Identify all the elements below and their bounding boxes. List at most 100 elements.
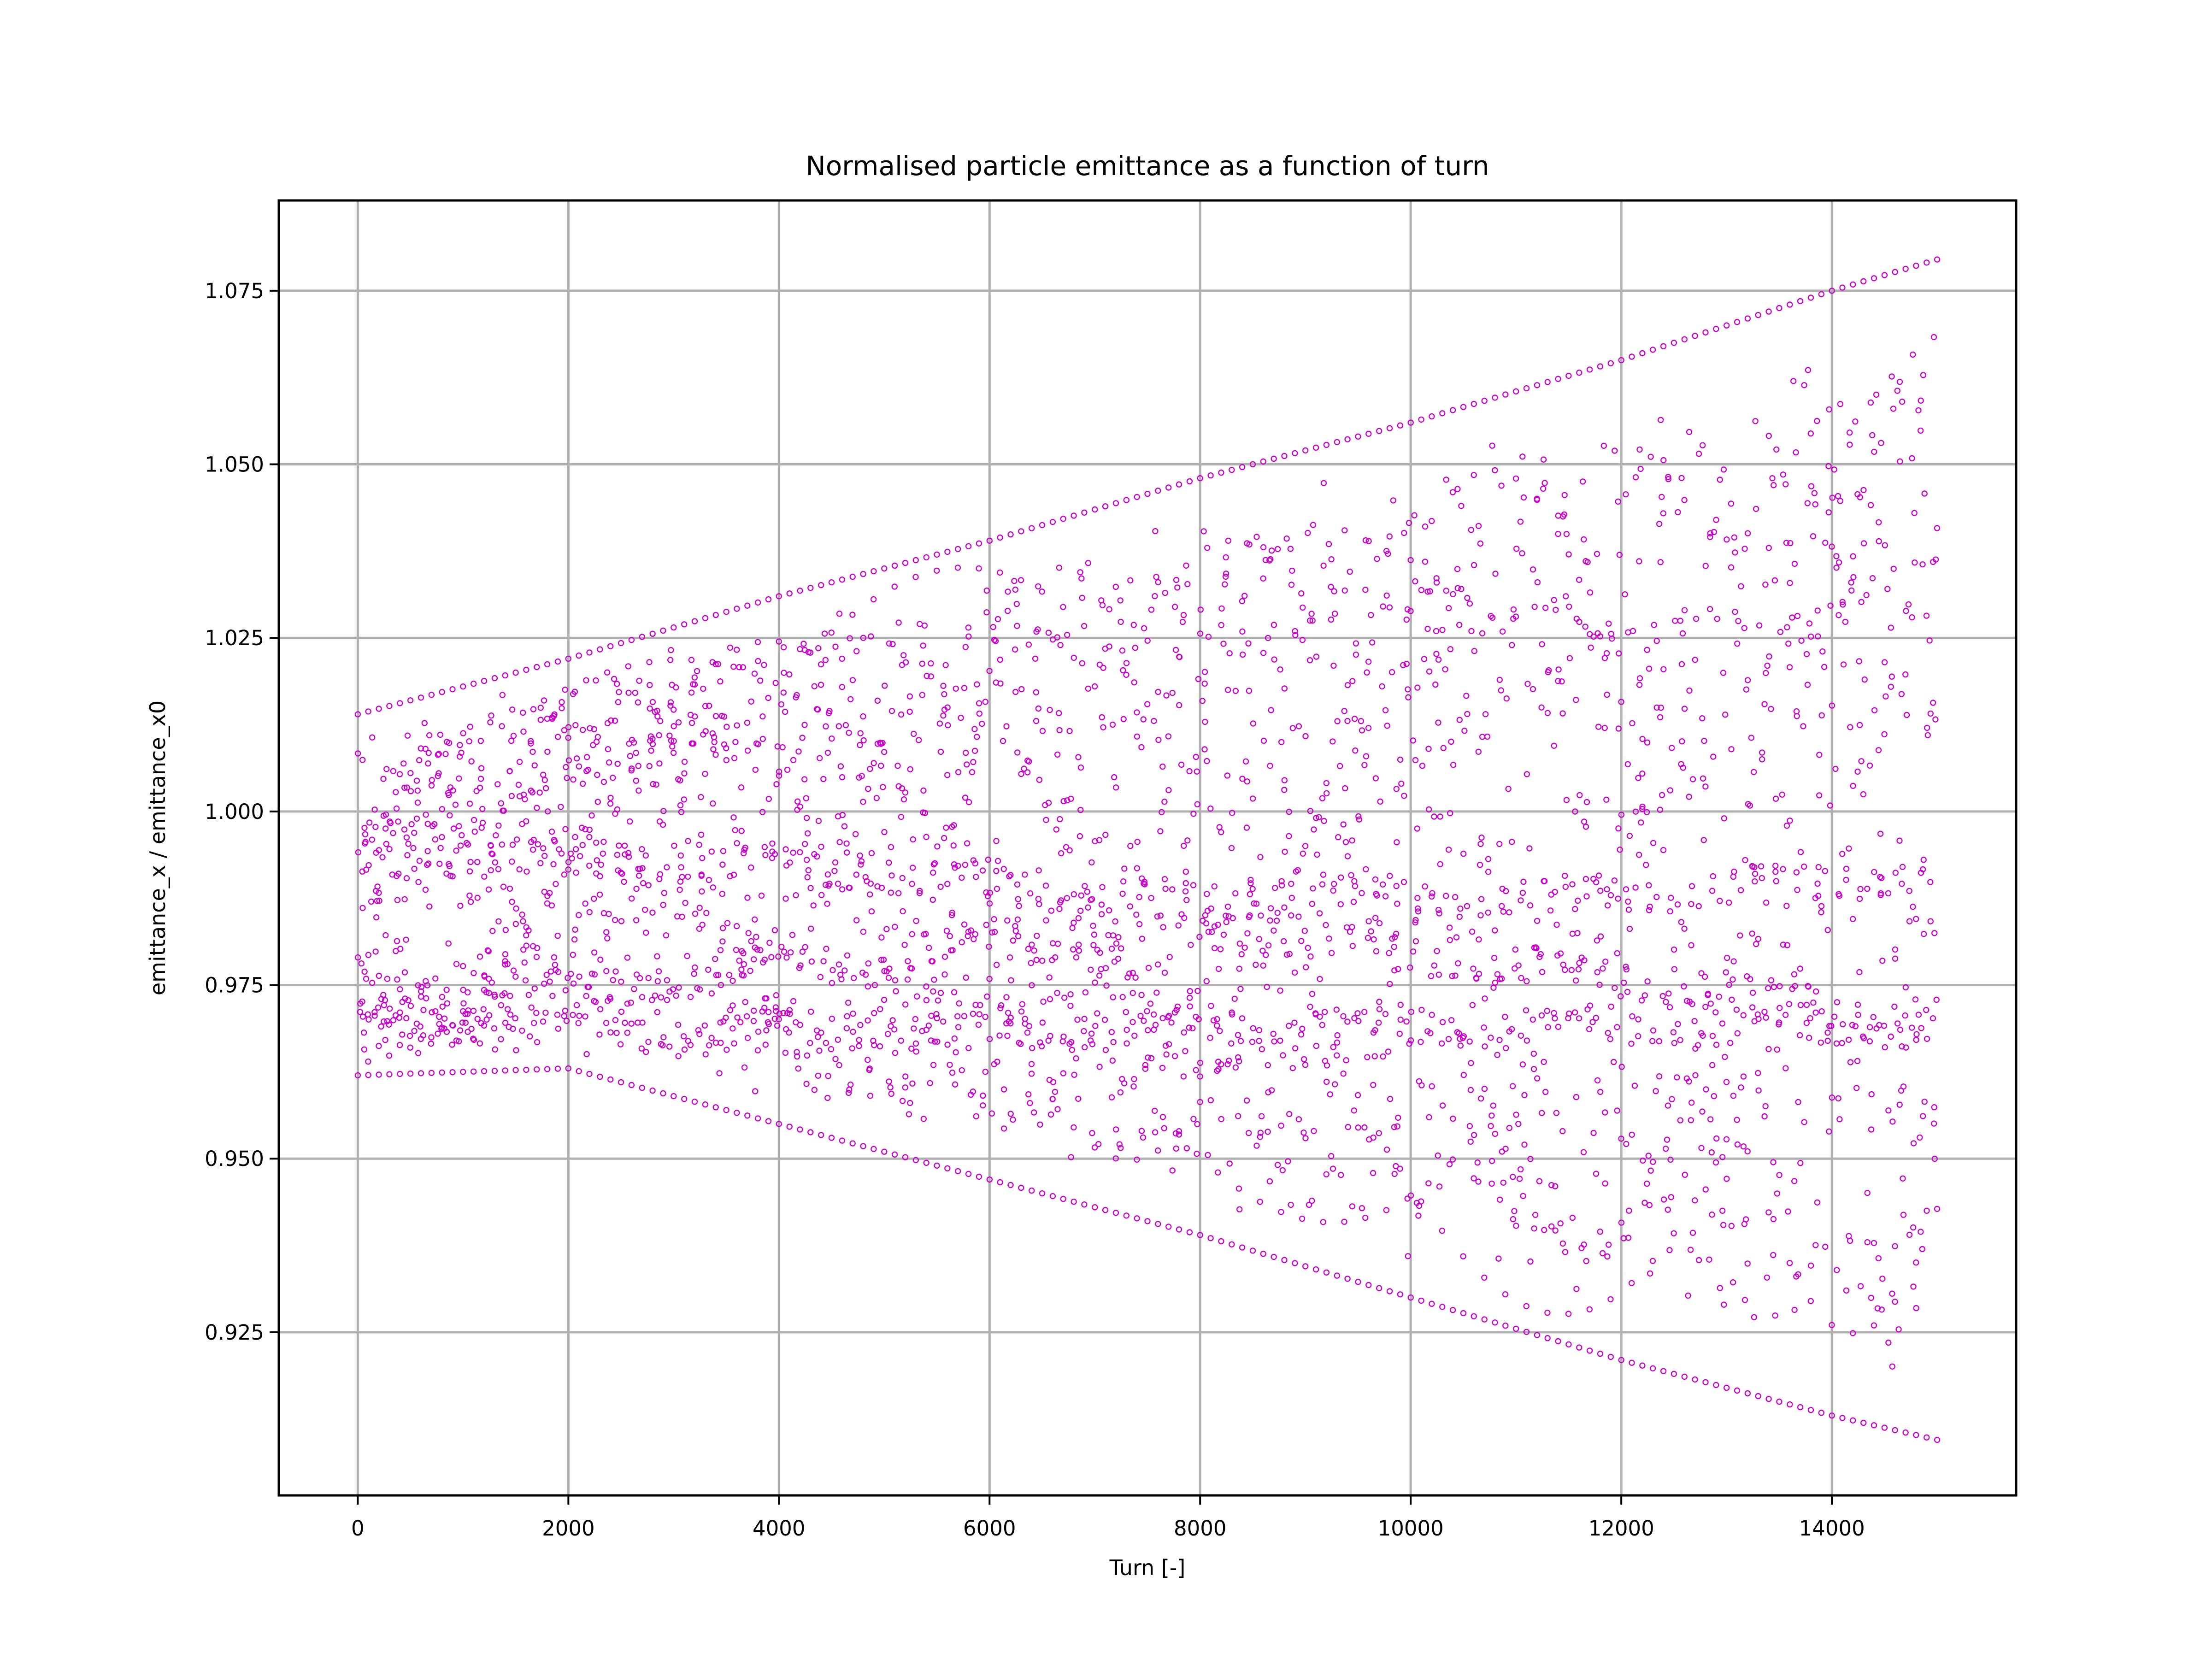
scatter-point	[1786, 664, 1793, 671]
scatter-point	[1594, 1077, 1601, 1084]
scatter-point	[1267, 905, 1274, 912]
scatter-point	[1096, 1064, 1103, 1070]
scatter-point	[395, 871, 402, 877]
scatter-point	[821, 630, 828, 637]
scatter-point	[386, 1071, 393, 1077]
scatter-point	[1450, 1115, 1456, 1122]
scatter-point	[452, 801, 459, 808]
scatter-point	[1843, 877, 1849, 883]
scatter-point	[449, 1069, 456, 1076]
scatter-point	[1518, 975, 1524, 982]
scatter-point	[698, 872, 705, 879]
scatter-point	[1102, 965, 1109, 971]
scatter-point	[460, 963, 466, 970]
scatter-point	[841, 967, 848, 974]
scatter-point	[638, 1045, 645, 1052]
scatter-point	[1603, 796, 1610, 803]
scatter-point	[1165, 787, 1172, 794]
scatter-point	[1312, 1010, 1319, 1017]
scatter-point	[669, 682, 675, 688]
scatter-point	[359, 905, 366, 912]
scatter-point	[818, 892, 825, 898]
scatter-point	[1884, 586, 1891, 592]
scatter-point	[1765, 1209, 1772, 1216]
scatter-point	[1689, 776, 1696, 782]
scatter-point	[1513, 1223, 1519, 1229]
scatter-point	[1288, 894, 1295, 901]
scatter-point	[1498, 482, 1505, 489]
scatter-point	[692, 911, 699, 917]
scatter-point	[1671, 340, 1677, 346]
scatter-point	[1840, 1021, 1846, 1028]
scatter-point	[1909, 614, 1915, 621]
scatter-point	[1215, 922, 1221, 928]
scatter-point	[1024, 757, 1031, 764]
scatter-point	[1614, 1107, 1620, 1114]
scatter-point	[1762, 1103, 1769, 1110]
scatter-point	[1871, 707, 1878, 714]
scatter-point	[390, 768, 397, 775]
scatter-point	[1459, 1035, 1466, 1041]
scatter-point	[1534, 918, 1541, 924]
scatter-point	[386, 1021, 392, 1028]
scatter-point	[1137, 1012, 1144, 1019]
scatter-point	[1488, 1123, 1494, 1130]
scatter-point	[462, 1019, 469, 1026]
scatter-point	[659, 821, 666, 828]
scatter-point	[565, 724, 572, 730]
scatter-point	[530, 836, 537, 843]
scatter-point	[1157, 828, 1164, 835]
scatter-point	[1190, 1116, 1197, 1122]
scatter-point	[1756, 622, 1763, 629]
scatter-point	[1580, 1149, 1587, 1155]
scatter-point	[1583, 876, 1589, 882]
scatter-point	[1239, 464, 1246, 471]
scatter-point	[1667, 908, 1673, 915]
scatter-point	[1201, 746, 1208, 753]
scatter-point	[912, 574, 919, 580]
scatter-point	[688, 689, 695, 696]
scatter-point	[1515, 1121, 1522, 1127]
scatter-point	[1612, 985, 1618, 991]
scatter-point	[485, 948, 492, 954]
scatter-point	[621, 878, 627, 885]
scatter-point	[1176, 1128, 1182, 1135]
scatter-point	[1691, 1018, 1698, 1024]
scatter-point	[1519, 889, 1526, 896]
scatter-point	[1759, 749, 1765, 756]
scatter-point	[885, 974, 892, 981]
scatter-point	[583, 993, 589, 1000]
scatter-point	[1334, 1052, 1340, 1059]
scatter-point	[815, 818, 822, 824]
scatter-point	[1205, 1152, 1211, 1159]
scatter-point	[1193, 1013, 1199, 1020]
scatter-point	[1081, 1028, 1087, 1035]
scatter-point	[1403, 616, 1410, 623]
scatter-point	[603, 968, 610, 975]
scatter-point	[439, 1003, 446, 1010]
scatter-point	[1251, 900, 1257, 907]
scatter-point	[1763, 899, 1770, 906]
scatter-point	[858, 858, 865, 865]
scatter-point	[1178, 911, 1185, 918]
scatter-point	[856, 1037, 862, 1043]
scatter-point	[909, 931, 915, 937]
scatter-point	[1437, 861, 1443, 867]
scatter-point	[1624, 988, 1631, 995]
scatter-point	[1057, 899, 1064, 906]
scatter-point	[1343, 1057, 1349, 1064]
scatter-point	[858, 861, 864, 868]
scatter-point	[479, 806, 486, 812]
scatter-point	[1692, 1072, 1699, 1079]
scatter-point	[825, 882, 832, 889]
scatter-point	[1012, 586, 1019, 593]
scatter-point	[1910, 903, 1916, 910]
scatter-point	[1496, 1037, 1503, 1043]
scatter-point	[1636, 675, 1643, 682]
scatter-point	[950, 842, 957, 849]
scatter-point	[1597, 633, 1604, 640]
scatter-point	[1912, 996, 1919, 1003]
scatter-point	[633, 917, 640, 924]
scatter-point	[456, 775, 462, 782]
scatter-point	[1688, 1117, 1694, 1124]
